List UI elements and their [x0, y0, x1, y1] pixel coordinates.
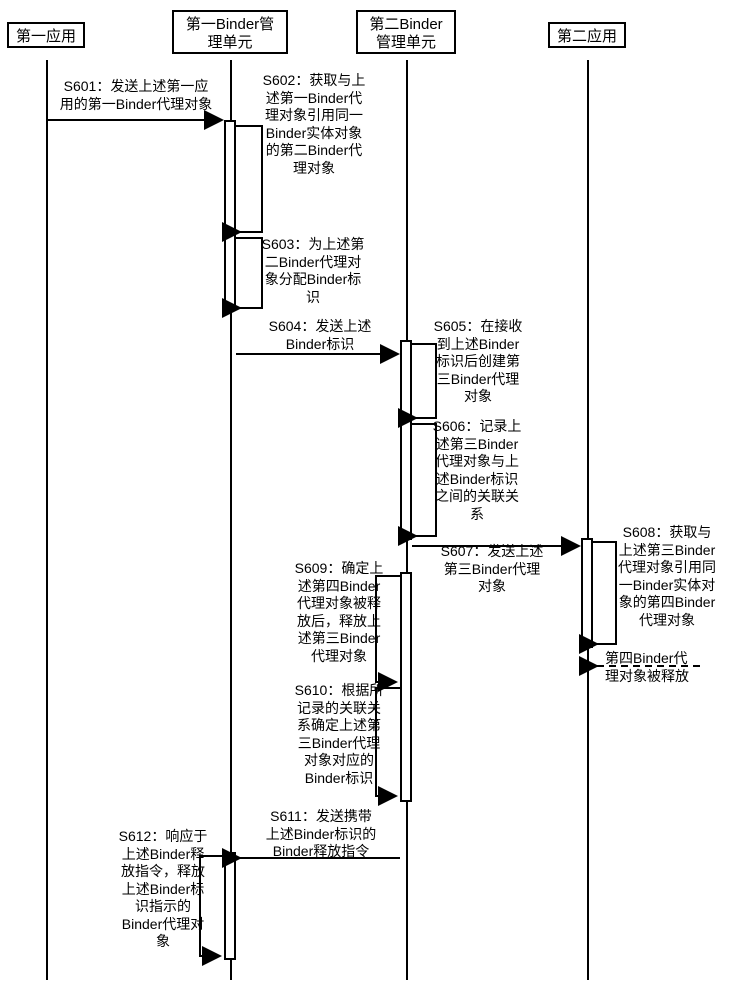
- msg-s608-label: S608：获取与上述第三Binder代理对象引用同一Binder实体对象的第四B…: [602, 524, 732, 629]
- activation-p3-1: [400, 340, 412, 540]
- msg-id: S603: [262, 236, 295, 252]
- msg-s603-label: S603：为上述第二Binder代理对象分配Binder标识: [248, 236, 378, 306]
- msg-id: S608: [623, 524, 656, 540]
- msg-body: 响应于上述Binder释放指令，释放上述Binder标识指示的Binder代理对…: [121, 828, 207, 949]
- participant-first-app: 第一应用: [7, 22, 85, 48]
- msg-s606-label: S606：记录上述第三Binder代理对象与上述Binder标识之间的关联关系: [418, 418, 536, 523]
- msg-id: S602: [263, 72, 296, 88]
- lifeline-p4: [587, 60, 589, 980]
- participant-label: 第一应用: [16, 28, 76, 45]
- msg-id: S611: [270, 808, 302, 824]
- participant-label: 第二Binder管理单元: [369, 16, 442, 51]
- msg-s609-label: S609：确定上述第四Binder代理对象被释放后，释放上述第三Binder代理…: [280, 560, 398, 665]
- msg-id: S605: [434, 318, 467, 334]
- msg-id: S607: [441, 543, 474, 559]
- activation-p2-1: [224, 120, 236, 310]
- activation-p4-1: [581, 538, 593, 648]
- note-body: 第四Binder代理对象被释放: [605, 650, 689, 684]
- participant-label: 第一Binder管理单元: [186, 16, 274, 51]
- msg-s612-label: S612：响应于上述Binder释放指令，释放上述Binder标识指示的Bind…: [104, 828, 222, 951]
- release-note-label: 第四Binder代理对象被释放: [605, 650, 725, 685]
- participant-second-binder-mgr: 第二Binder管理单元: [356, 10, 456, 54]
- msg-s605-label: S605：在接收到上述Binder标识后创建第三Binder代理对象: [418, 318, 538, 406]
- msg-id: S609: [295, 560, 328, 576]
- msg-s602-label: S602：获取与上述第一Binder代理对象引用同一Binder实体对象的第二B…: [248, 72, 380, 177]
- msg-s604-label: S604：发送上述Binder标识: [256, 318, 384, 353]
- msg-id: S610: [295, 682, 328, 698]
- participant-label: 第二应用: [557, 28, 617, 45]
- msg-s601-label: S601：发送上述第一应用的第一Binder代理对象: [48, 78, 224, 113]
- activation-p3-2: [400, 572, 412, 802]
- msg-id: S604: [269, 318, 302, 334]
- participant-second-app: 第二应用: [548, 22, 626, 48]
- msg-id: S601: [64, 78, 97, 94]
- activation-p2-2: [224, 852, 236, 960]
- participant-first-binder-mgr: 第一Binder管理单元: [172, 10, 288, 54]
- lifeline-p1: [46, 60, 48, 980]
- msg-id: S612: [119, 828, 152, 844]
- msg-s611-label: S611：发送携带上述Binder标识的Binder释放指令: [246, 808, 396, 861]
- msg-id: S606: [433, 418, 466, 434]
- msg-s610-label: S610：根据所记录的关联关系确定上述第三Binder代理对象对应的Binder…: [280, 682, 398, 787]
- msg-s607-label: S607：发送上述第三Binder代理对象: [424, 543, 560, 596]
